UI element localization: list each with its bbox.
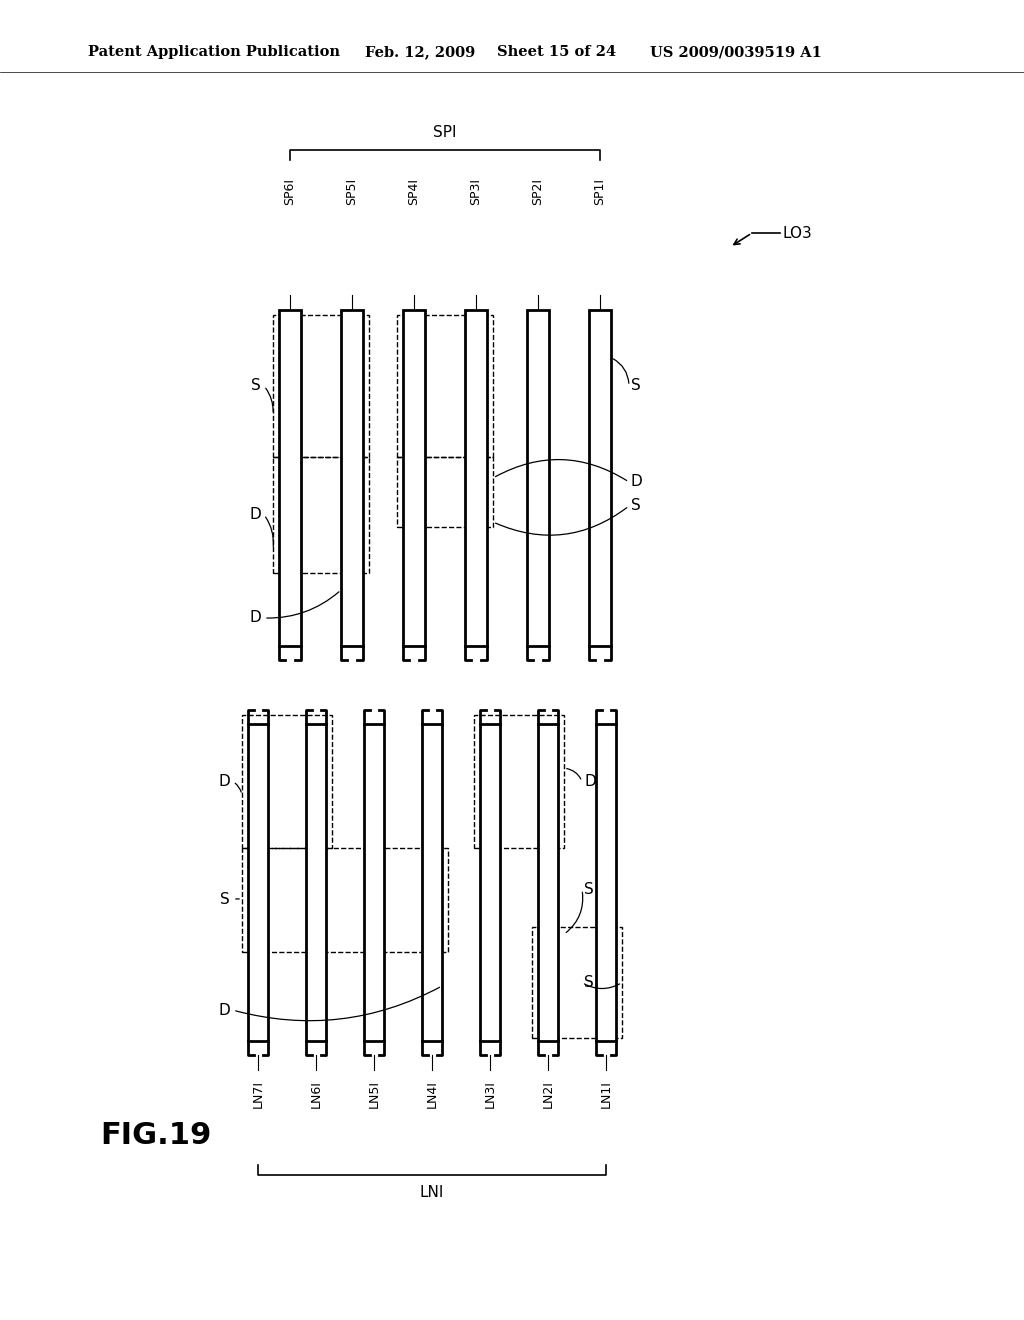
Text: LN2I: LN2I: [542, 1080, 555, 1107]
Text: S: S: [220, 892, 230, 907]
Text: LN7I: LN7I: [252, 1080, 264, 1107]
Bar: [306, 723, 326, 1041]
Text: SP2I: SP2I: [531, 178, 545, 205]
Bar: [279, 310, 301, 645]
Bar: [538, 723, 558, 1041]
Bar: [465, 310, 487, 645]
Bar: [403, 310, 425, 645]
Text: S: S: [631, 499, 641, 513]
Text: D: D: [631, 474, 643, 490]
Text: S: S: [251, 379, 261, 393]
Text: D: D: [218, 1003, 230, 1018]
Text: SP1I: SP1I: [594, 178, 606, 205]
Bar: [480, 723, 500, 1041]
Text: LO3: LO3: [783, 226, 813, 240]
Text: SP5I: SP5I: [345, 178, 358, 205]
Bar: [474, 715, 564, 847]
Text: LN3I: LN3I: [483, 1080, 497, 1107]
Text: Patent Application Publication: Patent Application Publication: [88, 45, 340, 59]
Text: S: S: [584, 975, 594, 990]
Text: S: S: [631, 379, 641, 393]
Text: S: S: [584, 882, 594, 896]
Text: LN1I: LN1I: [599, 1080, 612, 1107]
Bar: [532, 928, 622, 1038]
Bar: [527, 310, 549, 645]
Bar: [589, 310, 611, 645]
Text: D: D: [218, 774, 230, 789]
Text: LN6I: LN6I: [309, 1080, 323, 1107]
Text: D: D: [249, 507, 261, 523]
Text: Sheet 15 of 24: Sheet 15 of 24: [497, 45, 616, 59]
Text: FIG.19: FIG.19: [100, 1121, 211, 1150]
Text: SP3I: SP3I: [469, 178, 482, 205]
Bar: [242, 715, 332, 847]
Text: D: D: [584, 774, 596, 789]
Bar: [242, 847, 449, 952]
Text: LN5I: LN5I: [368, 1080, 381, 1107]
Bar: [248, 723, 268, 1041]
Bar: [397, 457, 493, 527]
Bar: [341, 310, 362, 645]
Bar: [273, 457, 369, 573]
Text: SPI: SPI: [433, 125, 457, 140]
Bar: [596, 723, 616, 1041]
Text: Feb. 12, 2009: Feb. 12, 2009: [365, 45, 475, 59]
Bar: [364, 723, 384, 1041]
Text: D: D: [249, 610, 261, 626]
Bar: [397, 315, 493, 457]
Text: LNI: LNI: [420, 1185, 444, 1200]
Text: LN4I: LN4I: [426, 1080, 438, 1107]
Bar: [422, 723, 442, 1041]
Text: SP4I: SP4I: [408, 178, 421, 205]
Bar: [273, 315, 369, 457]
Text: US 2009/0039519 A1: US 2009/0039519 A1: [650, 45, 822, 59]
Text: SP6I: SP6I: [284, 178, 297, 205]
